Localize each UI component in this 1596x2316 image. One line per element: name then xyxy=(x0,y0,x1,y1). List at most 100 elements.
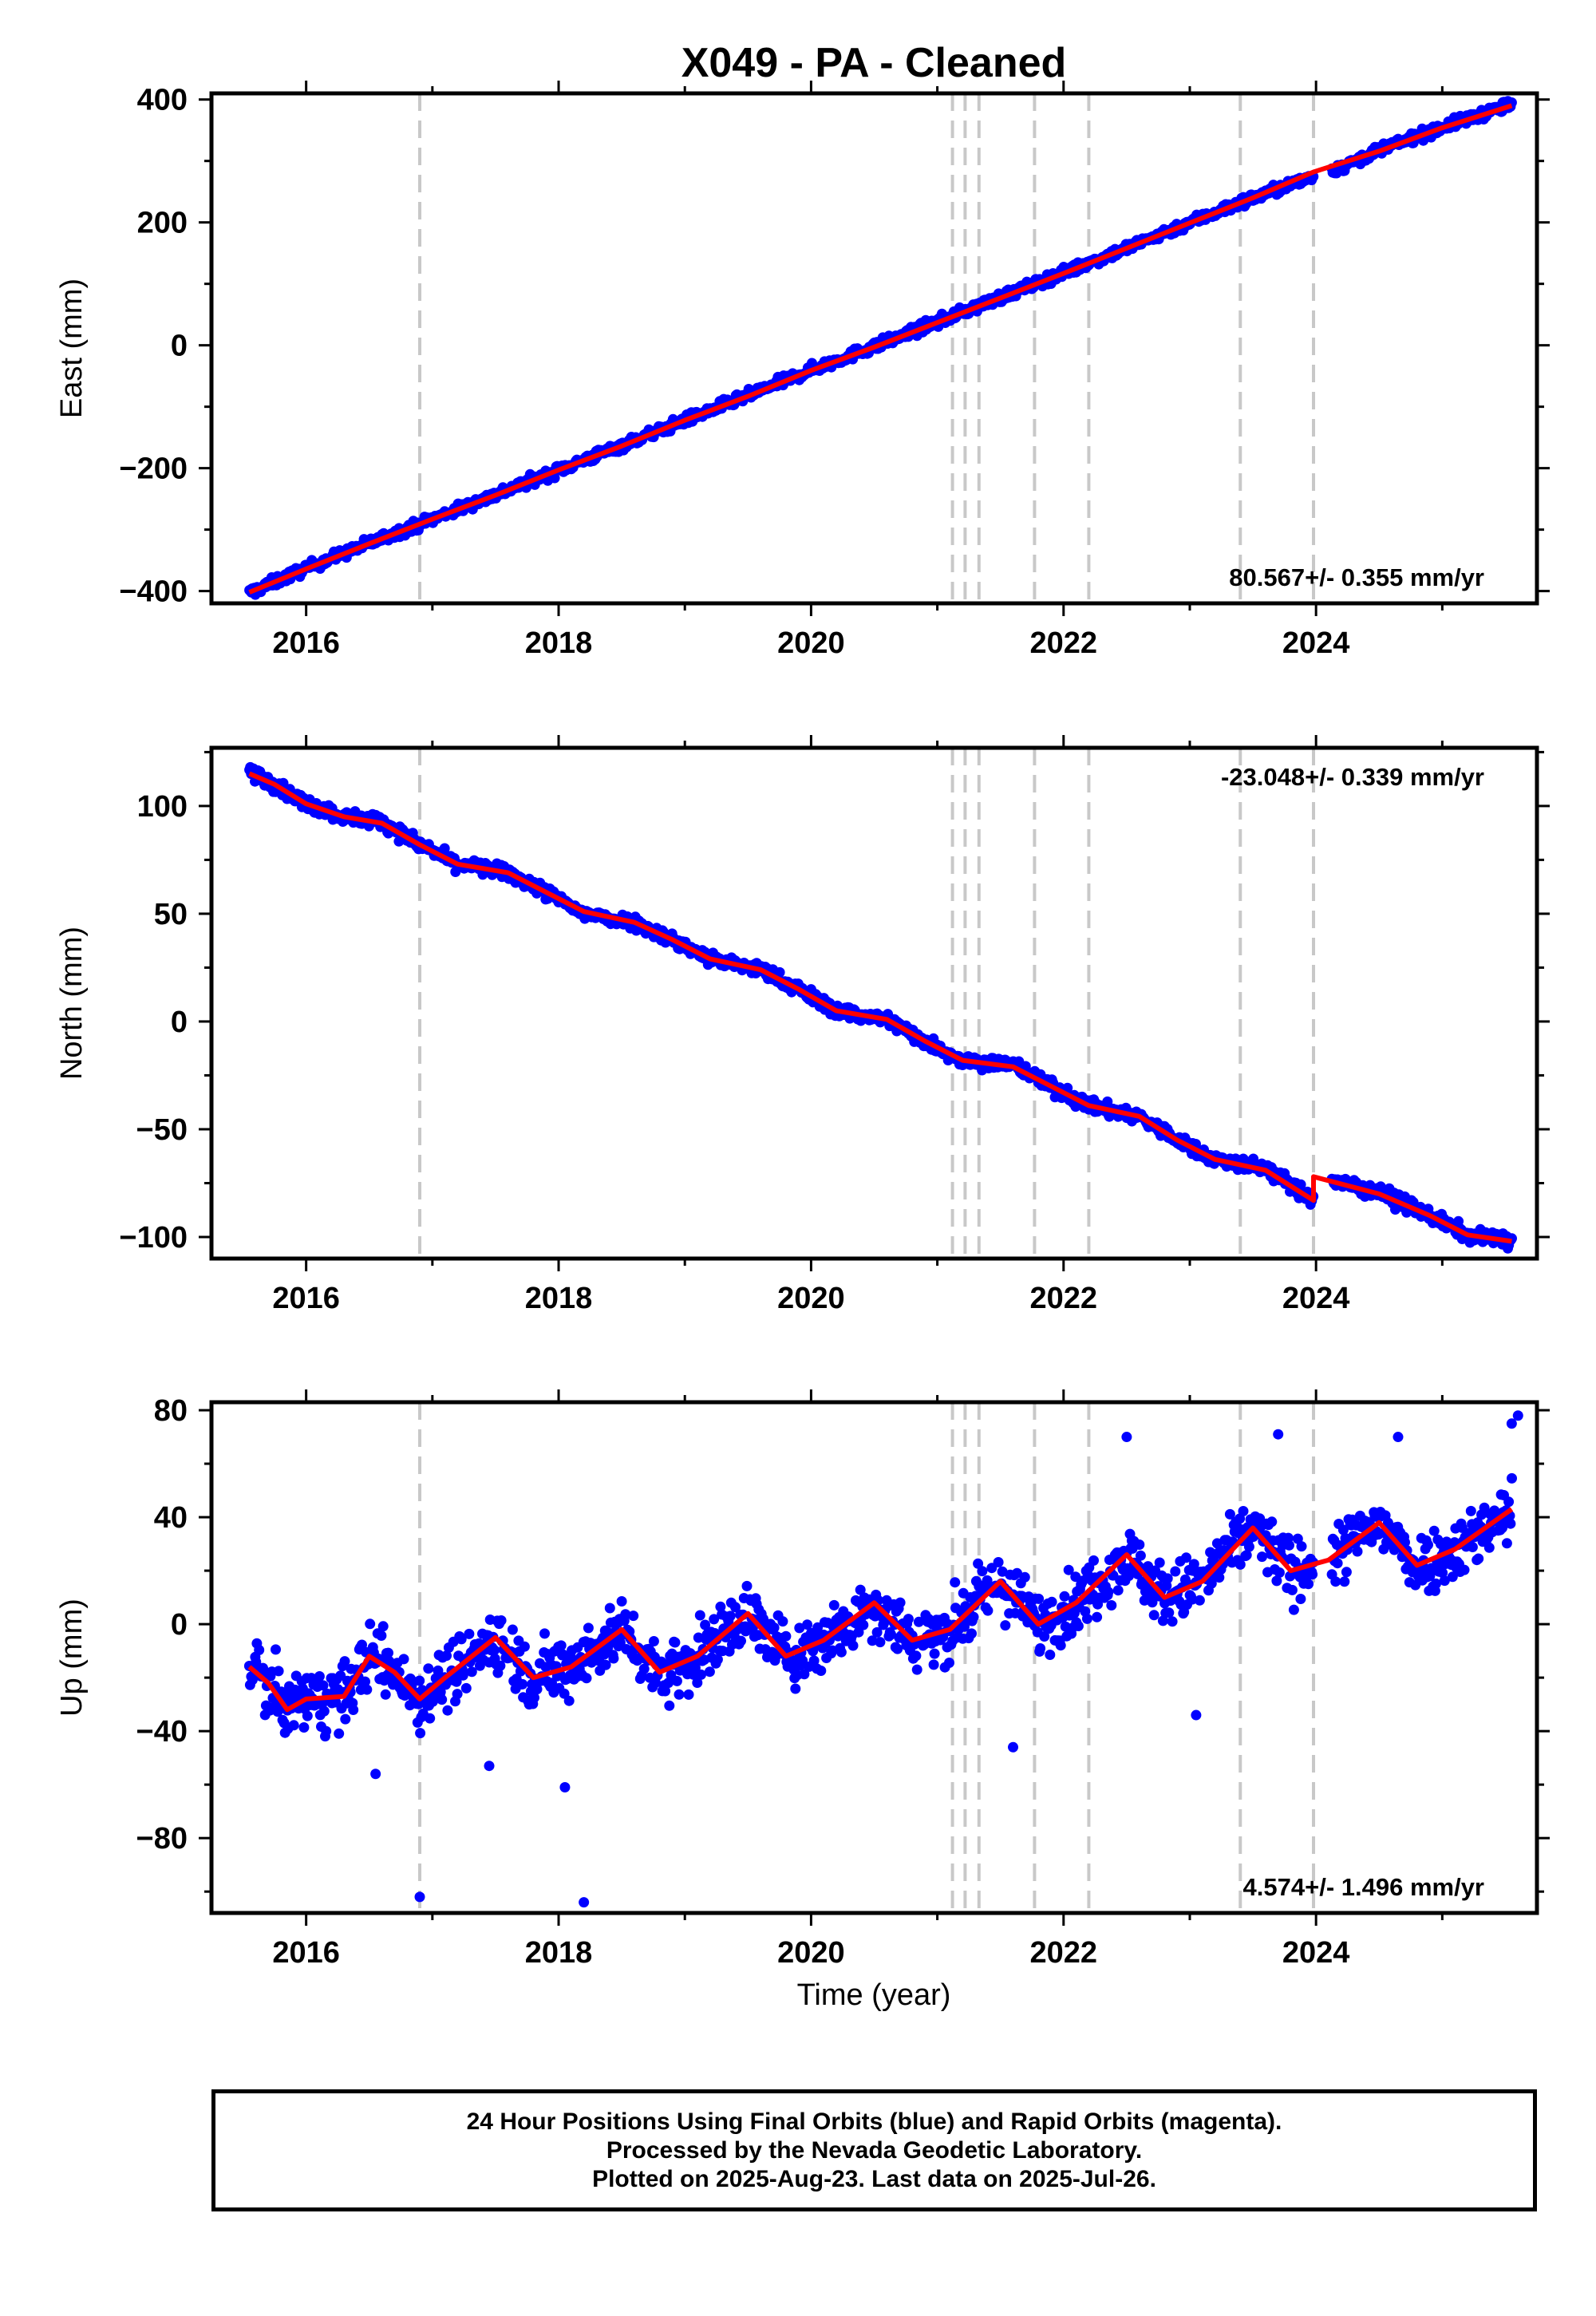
data-point xyxy=(1241,1550,1252,1561)
data-point xyxy=(415,1728,426,1739)
data-point xyxy=(1332,1558,1343,1569)
data-point xyxy=(1286,1584,1298,1595)
data-point xyxy=(715,1601,726,1612)
data-point xyxy=(913,1616,924,1627)
y-tick-label: 50 xyxy=(154,898,188,931)
data-point xyxy=(620,1609,631,1620)
data-point xyxy=(604,1603,615,1614)
data-point xyxy=(1167,1616,1178,1627)
rate-label: 4.574+/- 1.496 mm/yr xyxy=(1243,1873,1484,1901)
data-point xyxy=(944,1658,954,1668)
data-point xyxy=(1431,1578,1441,1589)
data-point xyxy=(1400,1537,1410,1547)
data-point xyxy=(828,1599,839,1611)
data-point xyxy=(464,1628,475,1639)
x-tick-label: 2024 xyxy=(1282,1936,1350,1970)
data-point xyxy=(384,1656,395,1666)
data-point xyxy=(977,1566,988,1577)
data-point xyxy=(709,1614,720,1625)
y-tick-label: −400 xyxy=(119,575,188,609)
data-point xyxy=(1170,1566,1181,1577)
data-point xyxy=(1055,1640,1066,1651)
data-point xyxy=(1423,1539,1433,1551)
caption-box: 24 Hour Positions Using Final Orbits (bl… xyxy=(211,2089,1537,2211)
data-point xyxy=(1382,1517,1393,1528)
data-point xyxy=(777,1616,788,1627)
data-point xyxy=(871,1626,883,1638)
data-point xyxy=(1238,1506,1249,1516)
data-point xyxy=(950,1577,961,1588)
x-tick-label: 2018 xyxy=(525,1936,593,1970)
data-point xyxy=(452,1689,463,1700)
data-point xyxy=(1271,1575,1282,1587)
data-point xyxy=(425,1713,436,1724)
data-point xyxy=(808,1655,820,1666)
data-point xyxy=(1135,1550,1146,1561)
data-point xyxy=(1352,1546,1363,1557)
data-point xyxy=(563,1695,575,1706)
y-tick-label: −200 xyxy=(119,453,188,486)
caption-line-plotted: Plotted on 2025-Aug-23. Last data on 202… xyxy=(592,2165,1156,2192)
data-point xyxy=(348,1705,359,1715)
data-point xyxy=(423,1663,434,1674)
data-point xyxy=(1163,1607,1175,1618)
data-point xyxy=(1045,1650,1056,1660)
data-point xyxy=(460,1682,472,1694)
data-point xyxy=(1505,1518,1516,1529)
data-point xyxy=(780,1630,792,1642)
data-point xyxy=(1224,1508,1235,1520)
x-axis-label: Time (year) xyxy=(797,1978,951,2012)
data-point xyxy=(466,1666,477,1678)
data-point xyxy=(414,1675,425,1686)
data-point xyxy=(892,1643,903,1654)
data-point xyxy=(1063,1564,1074,1575)
data-point xyxy=(361,1684,373,1695)
data-point xyxy=(489,1645,500,1656)
data-point xyxy=(638,1663,650,1674)
y-tick-label: 100 xyxy=(137,790,188,824)
data-point xyxy=(1437,1567,1448,1579)
data-point xyxy=(1147,1597,1158,1608)
data-point xyxy=(298,1722,310,1733)
data-point xyxy=(693,1632,704,1643)
rate-label: -23.048+/- 0.339 mm/yr xyxy=(1221,763,1484,791)
data-point xyxy=(519,1641,530,1652)
data-point xyxy=(1501,1538,1512,1549)
data-point xyxy=(700,1619,711,1630)
data-point xyxy=(1473,1553,1484,1564)
data-point xyxy=(1162,1573,1173,1584)
data-point xyxy=(911,1664,922,1675)
data-point xyxy=(928,1659,939,1670)
fit-line xyxy=(247,1507,1514,1713)
data-point xyxy=(1181,1552,1191,1563)
x-tick-label: 2018 xyxy=(525,1282,593,1315)
plot-frame xyxy=(209,745,1539,1261)
outlier-point xyxy=(1121,1432,1132,1443)
plot-frame xyxy=(209,1400,1539,1915)
data-point xyxy=(683,1689,694,1700)
data-point xyxy=(689,1662,701,1674)
data-point xyxy=(1012,1567,1022,1579)
data-point xyxy=(774,966,785,978)
outlier-point xyxy=(1191,1709,1202,1721)
data-point xyxy=(1035,1643,1046,1654)
fit-line xyxy=(248,103,1513,595)
data-point xyxy=(1088,1555,1099,1566)
x-tick-label: 2016 xyxy=(272,1282,340,1315)
data-point xyxy=(377,1621,389,1632)
y-axis-label: East (mm) xyxy=(55,279,89,418)
data-point xyxy=(1154,1557,1165,1568)
data-point xyxy=(271,1644,281,1655)
data-point xyxy=(495,1660,506,1671)
data-point xyxy=(704,1666,715,1678)
x-tick-label: 2024 xyxy=(1282,626,1350,660)
data-point xyxy=(712,1654,723,1665)
data-point xyxy=(314,1671,325,1682)
data-point xyxy=(836,1646,847,1658)
data-point xyxy=(451,1676,462,1687)
outlier-point xyxy=(1393,1432,1404,1443)
y-axis-label: North (mm) xyxy=(55,927,89,1080)
data-point xyxy=(318,1705,330,1717)
data-point xyxy=(318,1680,329,1691)
data-point xyxy=(1157,1615,1168,1626)
